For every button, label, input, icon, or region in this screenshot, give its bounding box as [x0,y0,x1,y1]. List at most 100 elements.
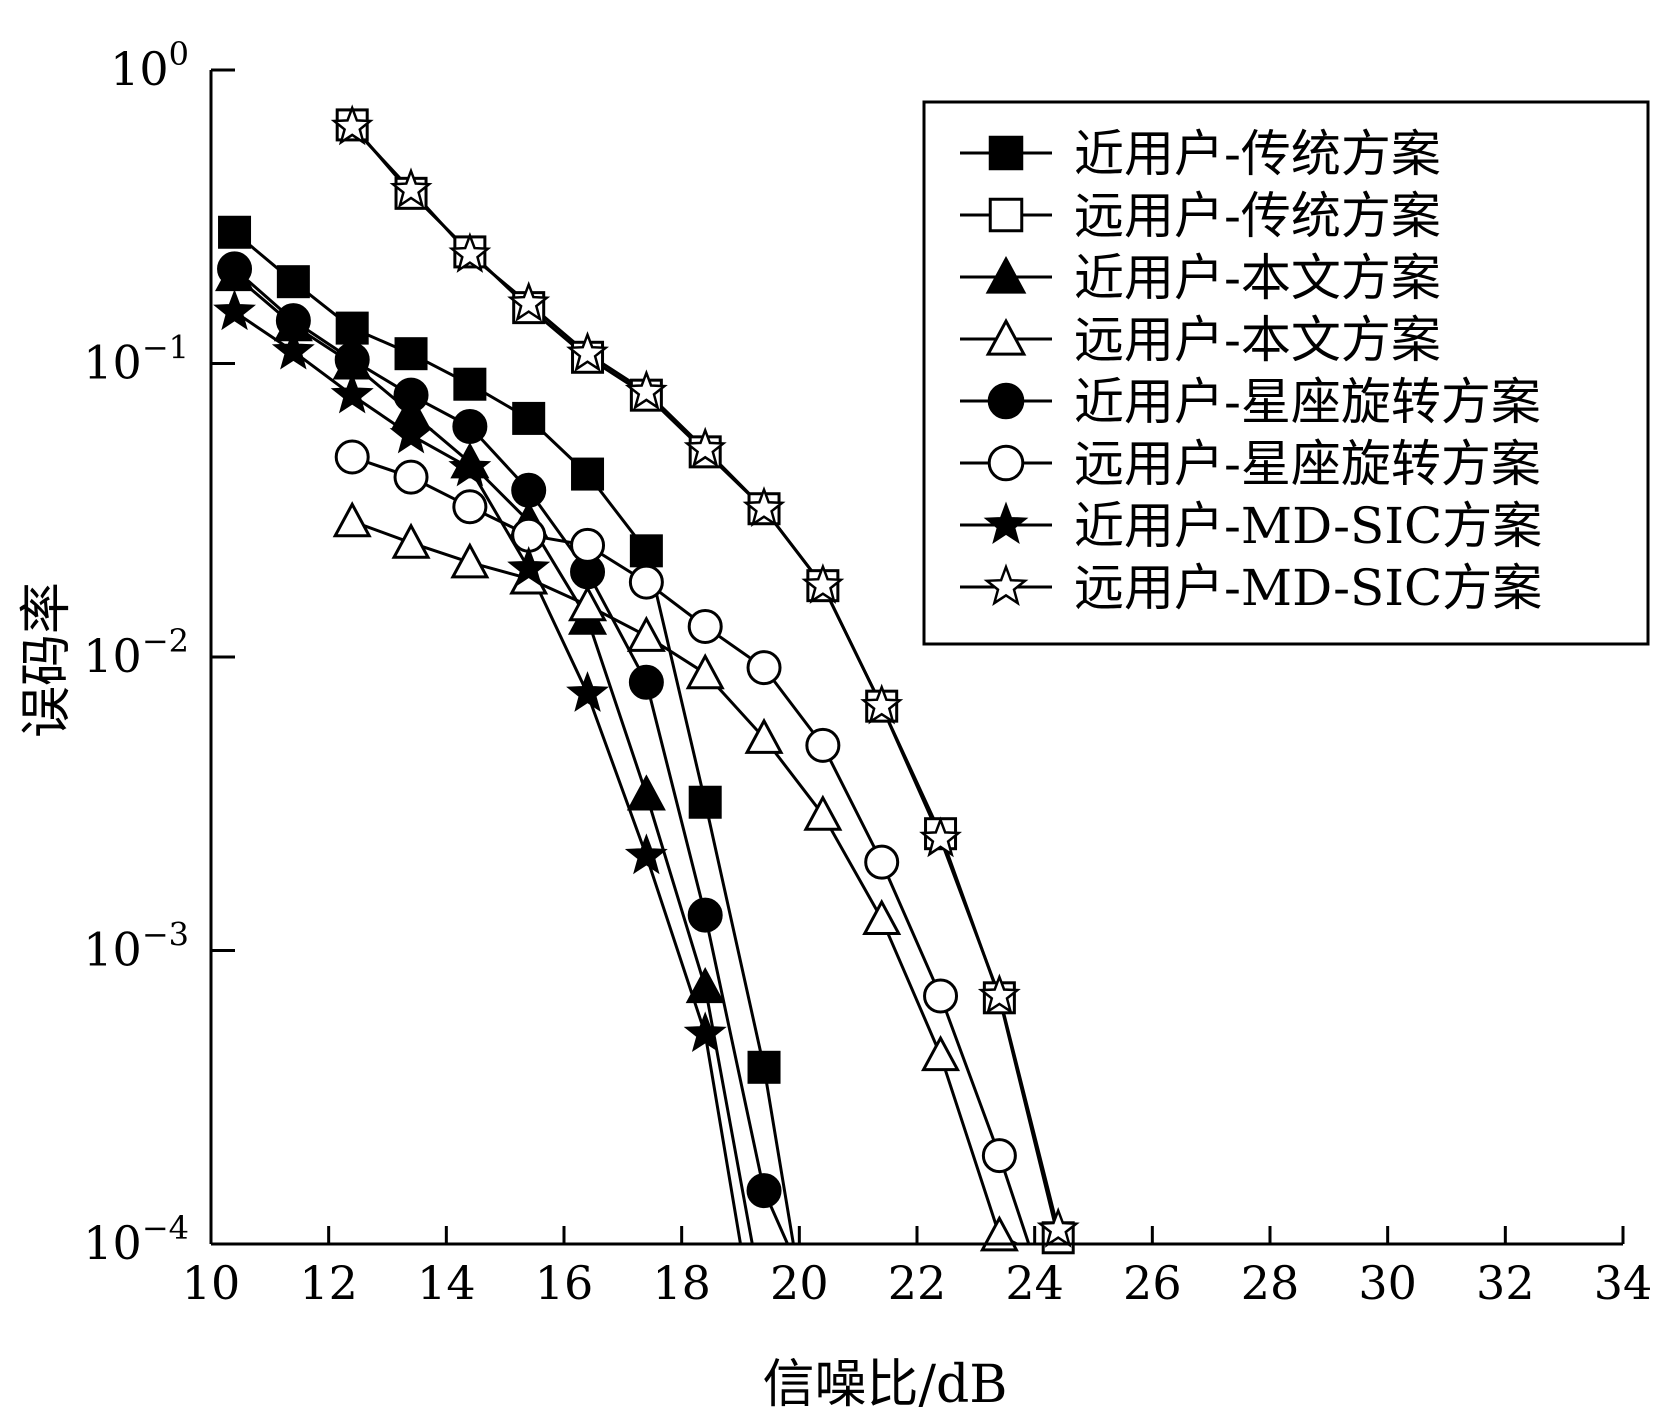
x-tick-label: 26 [1123,1256,1182,1310]
axes-layer: 10 12 14 16 18 20 22 24 26 28 30 32 34 100 10−1 10−2 10−… [83,35,1652,1310]
data-point [330,104,374,146]
legend-label: 远用户-本文方案 [1074,311,1441,369]
data-point [507,281,551,322]
series-line-3 [233,273,754,1245]
data-point [217,251,253,287]
x-tick-label: 30 [1358,1256,1417,1310]
data-point [1036,1207,1080,1248]
data-point [391,522,431,559]
data-point [507,546,551,587]
data-point [448,232,492,273]
data-point [218,215,252,249]
data-point [334,342,370,378]
data-point [566,671,610,712]
x-tick-label: 28 [1241,1256,1300,1310]
data-point [687,897,723,933]
legend-label: 近用户-MD-SIC方案 [1074,497,1542,555]
data-point [683,426,727,468]
legend-label: 近用户-本文方案 [1074,249,1441,307]
data-point [393,377,429,413]
data-point [860,683,904,725]
data-point [626,615,666,652]
y-tick-label: 10−2 [83,622,189,683]
data-point [334,439,370,475]
legend-marker [987,444,1025,482]
x-tick-label: 12 [299,1256,358,1310]
x-tick-label: 18 [652,1256,711,1310]
data-point [332,501,372,538]
legend-label: 近用户-星座旋转方案 [1074,373,1541,431]
legend-marker [985,255,1027,294]
data-point [685,967,725,1004]
y-tick-label: 10−4 [83,1209,189,1270]
data-point [685,653,725,690]
data-point [919,816,962,858]
data-point [803,794,843,831]
x-tick-label: 24 [1005,1256,1064,1310]
data-point [276,265,310,299]
legend-marker [988,135,1024,171]
y-tick-label: 10−1 [83,329,189,390]
data-point [453,367,487,401]
legend-marker [983,501,1029,544]
x-tick-label: 34 [1594,1256,1653,1310]
x-tick-label: 16 [535,1256,594,1310]
data-point [977,973,1021,1015]
data-point [330,372,374,414]
legend-marker [983,563,1029,606]
data-point [448,445,492,487]
series-line-1 [233,231,795,1245]
legend-marker [988,197,1024,233]
y-tick-label: 100 [110,35,189,96]
data-point [746,1173,782,1209]
data-point [335,311,369,345]
data-point [624,369,668,411]
data-point [512,401,546,435]
series-markers-layer [213,104,1080,1255]
data-point [742,486,786,527]
data-point [450,542,490,579]
data-point [979,1215,1019,1252]
data-point [805,727,841,763]
legend-label: 近用户-传统方案 [1074,125,1441,183]
legend-label: 远用户-星座旋转方案 [1074,435,1541,493]
legend: 近用户-传统方案远用户-传统方案近用户-本文方案远用户-本文方案近用户-星座旋转… [922,100,1650,646]
data-point [801,563,845,604]
data-point [389,412,433,454]
data-point [923,978,959,1014]
data-point [452,409,488,445]
series-line-5 [233,267,789,1245]
data-point [571,457,605,491]
data-point [626,774,666,811]
data-point [389,167,433,209]
data-point [511,472,547,508]
data-point [744,717,784,754]
x-tick-label: 22 [888,1256,947,1310]
data-point [628,664,664,700]
legend-label: 远用户-MD-SIC方案 [1074,559,1542,617]
data-point [864,844,900,880]
data-point [629,534,663,568]
data-point [628,564,664,600]
legend-label: 远用户-传统方案 [1074,187,1441,245]
data-point [394,337,428,371]
data-point [862,898,902,935]
x-tick-label: 20 [770,1256,829,1310]
y-tick-label: 10−3 [83,916,189,977]
data-point [683,1011,727,1053]
data-point [921,1034,961,1072]
data-point [566,331,609,372]
data-point [568,585,608,622]
data-point [687,609,723,645]
series-line-7 [233,310,742,1245]
data-point [981,1138,1017,1174]
data-point [271,328,315,370]
data-point [213,289,256,331]
legend-box [922,100,1650,646]
legend-marker [985,317,1027,356]
data-point [688,785,722,819]
legend-marker [987,382,1025,420]
data-point [393,459,429,495]
